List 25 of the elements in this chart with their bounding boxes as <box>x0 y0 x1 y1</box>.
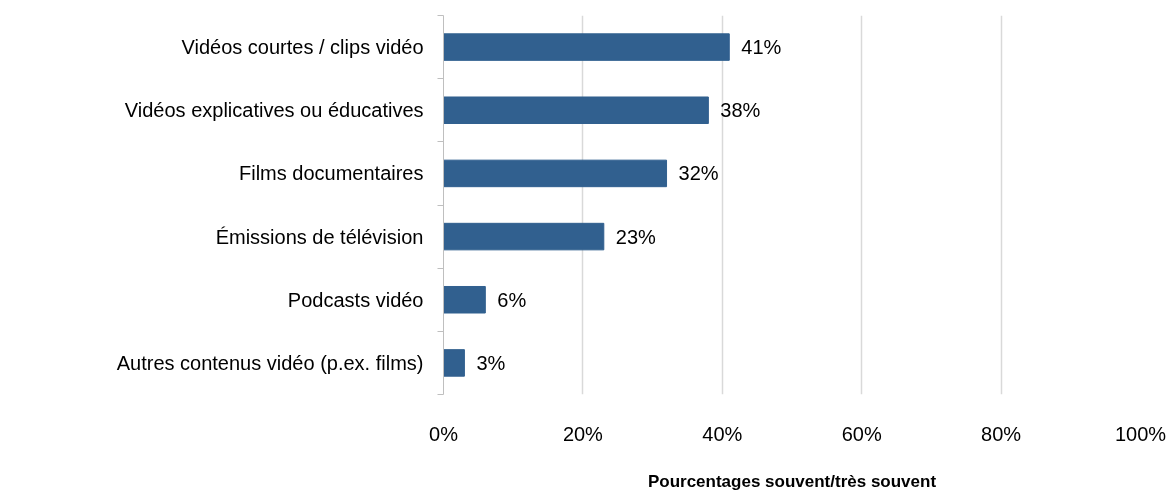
data-label: 41% <box>741 36 782 59</box>
x-tick-label: 40% <box>702 422 743 445</box>
x-tick-label: 0% <box>429 422 459 445</box>
bar <box>443 159 668 188</box>
bar <box>443 96 709 125</box>
x-tick-label: 20% <box>562 422 604 445</box>
x-tick-label: 80% <box>981 422 1022 445</box>
data-label: 6% <box>497 288 527 311</box>
data-label: 32% <box>678 162 719 185</box>
y-tick-label: Émissions de télévision <box>215 225 424 248</box>
bar <box>443 222 605 251</box>
bar <box>443 285 486 314</box>
y-tick-label: Films documentaires <box>239 162 424 185</box>
y-tick-label: Podcasts vidéo <box>287 288 424 311</box>
data-label: 23% <box>615 225 657 248</box>
x-axis-title: Pourcentages souvent/très souvent <box>647 471 937 491</box>
y-tick-label: Vidéos courtes / clips vidéo <box>181 36 424 59</box>
x-tick-label: 100% <box>1114 422 1167 445</box>
bar <box>443 33 730 61</box>
bar <box>443 349 465 377</box>
data-label: 3% <box>476 351 506 374</box>
y-tick-label: Vidéos explicatives ou éducatives <box>124 99 424 122</box>
y-tick-label: Autres contenus vidéo (p.ex. films) <box>116 351 424 374</box>
x-tick-label: 60% <box>841 422 882 445</box>
data-label: 38% <box>720 99 761 122</box>
